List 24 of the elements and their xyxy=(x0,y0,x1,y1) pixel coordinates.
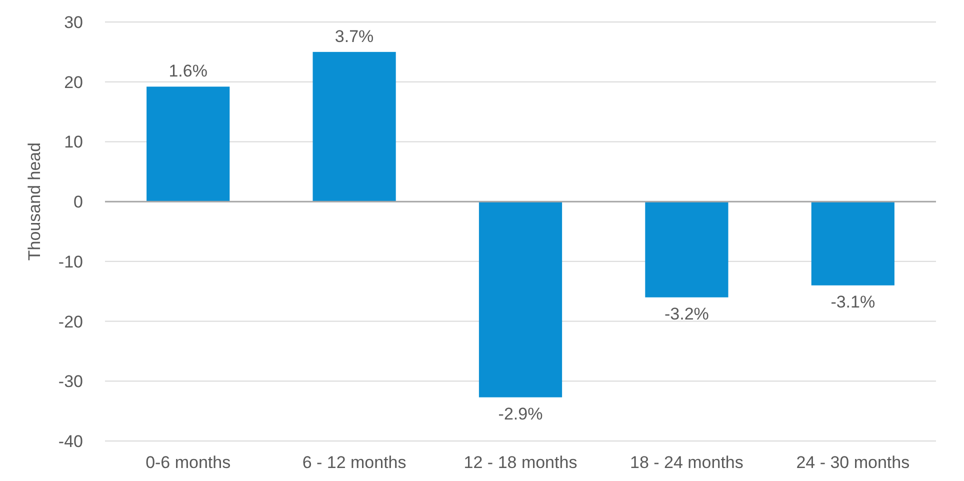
y-tick-label: 0 xyxy=(74,192,83,212)
x-tick-label: 0-6 months xyxy=(146,453,231,472)
y-tick-label: -20 xyxy=(58,312,83,332)
annotation: -2.9% xyxy=(498,404,543,424)
x-tick-label: 6 - 12 months xyxy=(302,453,406,472)
bar xyxy=(645,202,728,298)
annotation: 3.7% xyxy=(334,26,374,46)
y-axis-title: Thousand head xyxy=(25,142,44,261)
bar xyxy=(146,86,230,202)
y-tick-label: -10 xyxy=(58,252,83,272)
y-tick-label: 10 xyxy=(64,132,83,152)
annotation: -3.2% xyxy=(664,304,709,324)
y-tick-label: 20 xyxy=(64,72,83,92)
x-tick-label: 24 - 30 months xyxy=(796,453,910,472)
x-tick-label: 18 - 24 months xyxy=(630,453,744,472)
bar xyxy=(478,202,562,398)
y-tick-label: -40 xyxy=(58,432,83,451)
annotation: 1.6% xyxy=(168,62,208,81)
annotation: -3.1% xyxy=(830,292,876,312)
y-tick-label: 30 xyxy=(64,13,83,32)
bar xyxy=(312,52,396,202)
y-tick-label: -30 xyxy=(58,372,83,392)
x-tick-label: 12 - 18 months xyxy=(464,453,578,472)
bar xyxy=(811,202,894,286)
